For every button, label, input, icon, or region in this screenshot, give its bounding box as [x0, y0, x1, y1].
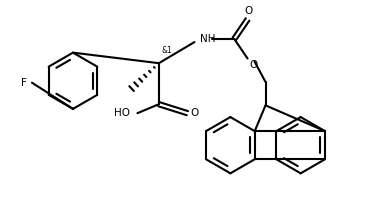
Text: O: O — [244, 6, 252, 15]
Text: NH: NH — [200, 34, 216, 44]
Text: F: F — [22, 78, 27, 88]
Text: &1: &1 — [162, 46, 172, 55]
Text: HO: HO — [114, 108, 131, 118]
Text: O: O — [191, 108, 199, 118]
Text: O: O — [249, 60, 258, 70]
